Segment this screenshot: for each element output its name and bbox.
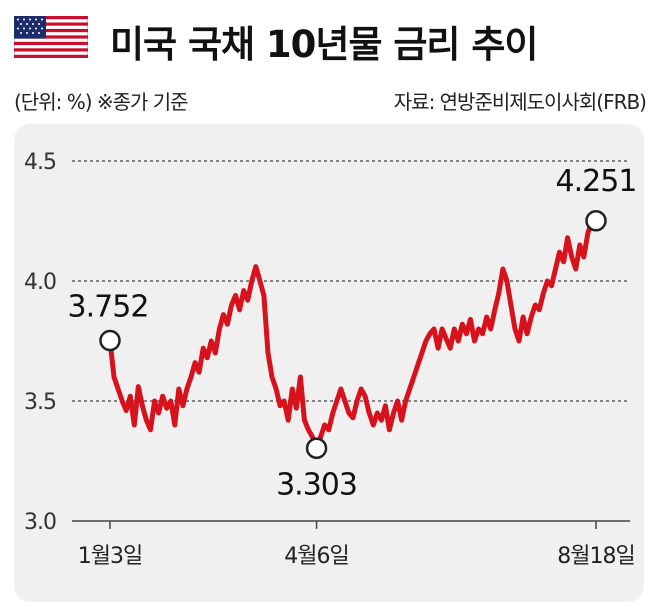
grid-layer xyxy=(72,160,630,522)
annotation-label: 4.251 xyxy=(556,164,637,199)
x-tick-labels: 1월3일 4월6일 8월18일 xyxy=(78,521,636,569)
unit-note: (단위: %) ※종가 기준 xyxy=(14,90,189,114)
annotation-label: 3.752 xyxy=(68,290,149,325)
source-note: 자료: 연방준비제도이사회(FRB) xyxy=(393,90,647,114)
y-tick-label: 4.5 xyxy=(24,150,56,175)
y-tick-label: 4.0 xyxy=(24,270,56,295)
annotation-marker xyxy=(585,210,607,232)
us-flag-icon xyxy=(14,16,88,58)
x-tick-label: 4월6일 xyxy=(284,544,348,569)
y-tick-labels: 3.0 3.5 4.0 4.5 xyxy=(24,150,57,535)
annotation-markers: 3.752 3.303 4.251 xyxy=(68,164,638,503)
y-tick-label: 3.0 xyxy=(24,510,56,535)
annotation-marker xyxy=(99,329,121,352)
chart-panel xyxy=(14,124,644,602)
annotation-marker xyxy=(305,437,328,460)
annotation-label: 3.303 xyxy=(276,467,357,502)
x-tick-label: 1월3일 xyxy=(78,544,142,569)
yield-series-line xyxy=(107,218,599,451)
y-tick-label: 3.5 xyxy=(24,390,56,415)
x-tick-label: 8월18일 xyxy=(557,544,634,569)
chart-title: 미국 국채 10년물 금리 추이 xyxy=(110,23,538,66)
series-line xyxy=(107,218,599,451)
